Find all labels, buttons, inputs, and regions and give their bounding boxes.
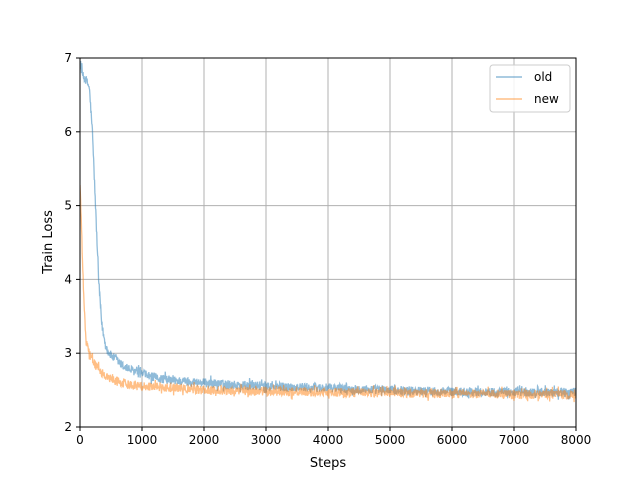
legend-label-new: new: [534, 92, 559, 106]
x-tick-label: 8000: [561, 433, 592, 447]
x-tick-label: 5000: [375, 433, 406, 447]
x-tick-label: 4000: [313, 433, 344, 447]
legend: old new: [490, 65, 570, 112]
x-tick-label: 0: [76, 433, 84, 447]
x-tick-label: 6000: [437, 433, 468, 447]
x-tick-label: 3000: [251, 433, 282, 447]
y-axis-label: Train Loss: [41, 210, 56, 275]
x-axis-label: Steps: [310, 456, 347, 471]
y-axis-ticks: 2 3 4 5 6 7: [64, 51, 80, 434]
y-tick-label: 5: [64, 199, 72, 213]
x-tick-label: 1000: [127, 433, 158, 447]
grid-lines: [80, 58, 576, 427]
x-tick-label: 2000: [189, 433, 220, 447]
x-tick-label: 7000: [499, 433, 530, 447]
y-tick-label: 7: [64, 51, 72, 65]
y-tick-label: 3: [64, 346, 72, 360]
y-tick-label: 2: [64, 420, 72, 434]
legend-label-old: old: [534, 70, 552, 84]
y-tick-label: 4: [64, 272, 72, 286]
y-tick-label: 6: [64, 125, 72, 139]
x-axis-ticks: 0 1000 2000 3000 4000 5000 6000 7000 8000: [76, 427, 591, 447]
